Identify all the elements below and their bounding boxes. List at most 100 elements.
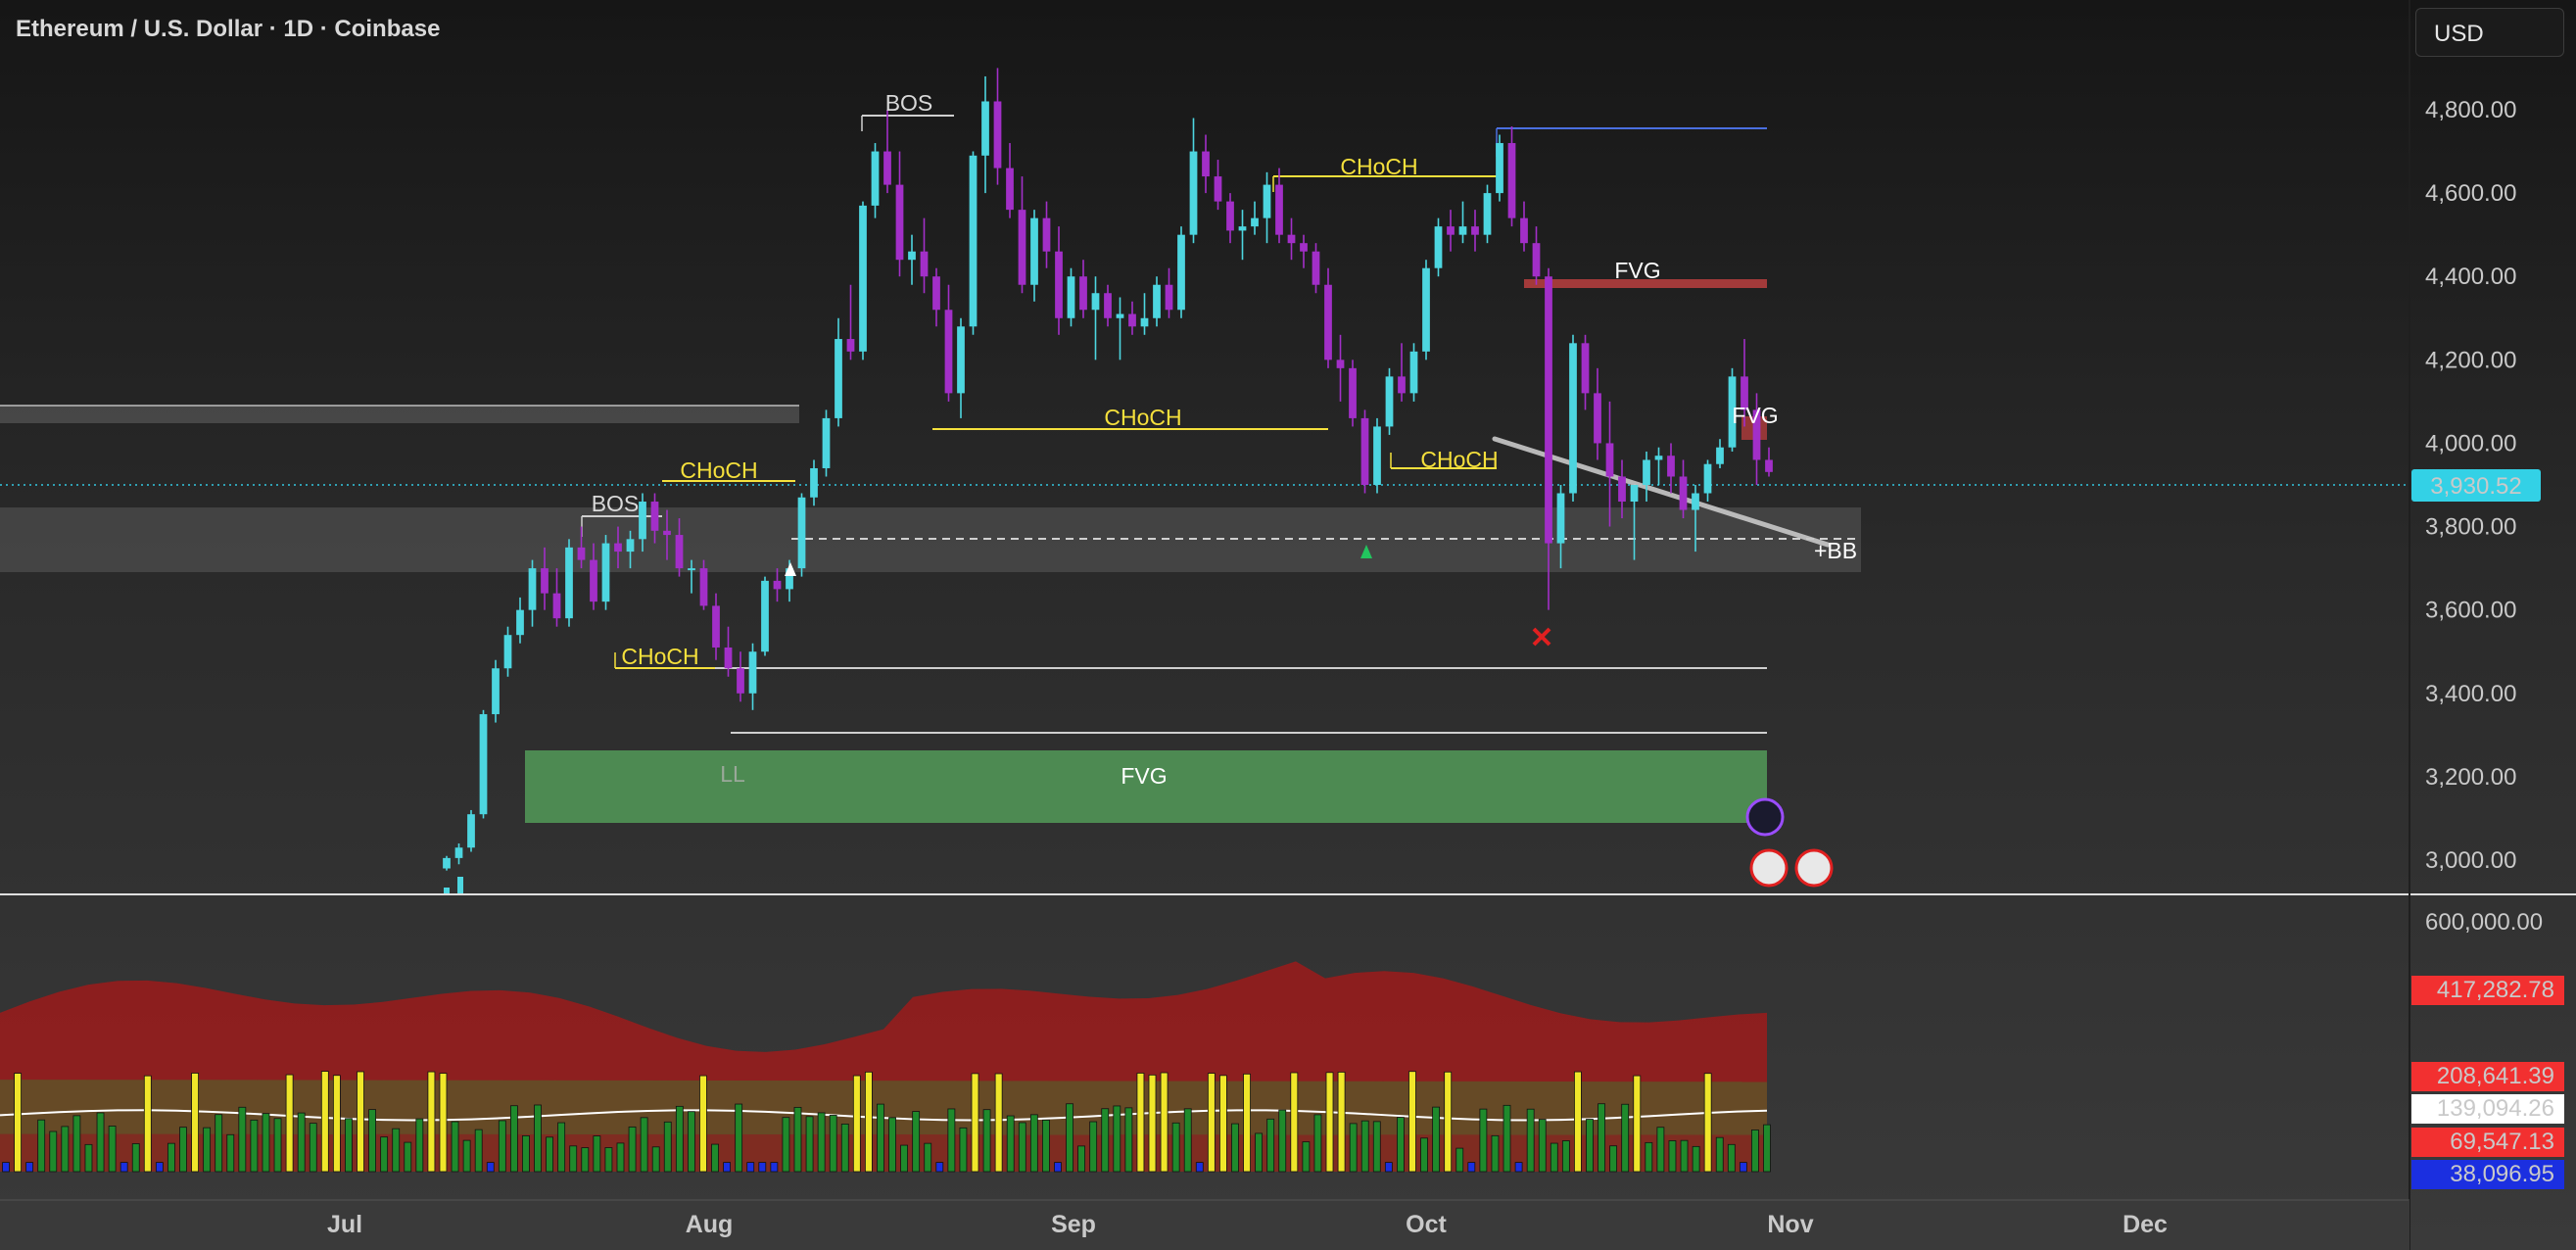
candle-body <box>1556 493 1565 544</box>
candle <box>492 659 500 723</box>
candle <box>1654 447 1663 485</box>
volume-bar <box>1621 1103 1630 1173</box>
candle-body <box>1447 226 1455 235</box>
volume-bar <box>1514 1162 1523 1173</box>
candle <box>859 201 867 361</box>
candle <box>614 526 622 569</box>
candle-body <box>444 888 450 893</box>
candle <box>920 217 929 294</box>
candle-body <box>1716 447 1724 464</box>
volume-bar <box>14 1073 22 1173</box>
candle <box>565 539 573 627</box>
volume-bar <box>746 1162 755 1173</box>
candle <box>675 518 684 577</box>
candle-body <box>748 651 757 694</box>
candle <box>895 151 904 277</box>
volume-bar <box>1727 1143 1736 1173</box>
candle <box>503 626 512 677</box>
candle-body <box>883 151 891 185</box>
volume-bar <box>687 1111 695 1173</box>
volume-bar <box>167 1142 175 1173</box>
candle-body <box>1189 151 1198 235</box>
volume-bar <box>1467 1162 1476 1173</box>
volume-bar <box>392 1128 401 1173</box>
candle <box>1471 210 1479 252</box>
volume-bar <box>888 1117 896 1173</box>
candle <box>1434 217 1443 277</box>
candle-body <box>1287 234 1296 244</box>
time-axis-tick: Nov <box>1767 1211 1813 1238</box>
sell-signal-marker <box>1532 627 1551 647</box>
volume-bar <box>1692 1145 1700 1173</box>
volume-bar <box>1633 1075 1642 1173</box>
volume-bar <box>262 1113 270 1173</box>
volume-bar <box>1290 1072 1299 1173</box>
candle <box>957 317 965 418</box>
candle-body <box>590 559 597 602</box>
candle <box>1128 301 1136 335</box>
candle <box>1679 459 1688 519</box>
candle-body <box>1091 293 1100 311</box>
currency-button[interactable]: USD <box>2415 8 2564 57</box>
time-axis-tick: Jul <box>327 1211 362 1238</box>
candle <box>467 809 475 852</box>
volume-bar <box>72 1115 81 1173</box>
candle-body <box>454 847 463 858</box>
candle-body <box>1434 226 1443 268</box>
candle-body <box>908 251 916 261</box>
volume-bar <box>522 1134 530 1173</box>
volume-bar <box>1054 1162 1062 1173</box>
volume-bar <box>1550 1142 1558 1173</box>
candle <box>1238 210 1247 261</box>
candle <box>1079 260 1087 318</box>
volume-bar <box>1029 1114 1038 1173</box>
volume-bar <box>309 1123 317 1173</box>
candle-body <box>1312 251 1320 285</box>
volume-bar <box>1739 1162 1747 1173</box>
volume-bar <box>215 1114 223 1173</box>
volume-bar <box>994 1073 1003 1173</box>
candle-body <box>1520 217 1528 244</box>
candle-body <box>1202 151 1210 177</box>
volume-bar <box>1420 1137 1428 1173</box>
candle <box>601 535 610 610</box>
candle <box>1703 459 1712 503</box>
candle-body <box>761 580 769 652</box>
candle-body <box>981 101 989 156</box>
candle-body <box>1496 143 1503 194</box>
candle-body <box>1422 267 1430 352</box>
volume-bar <box>119 1162 128 1173</box>
volume-bar <box>912 1111 921 1173</box>
candle <box>1018 176 1026 294</box>
candle <box>1385 367 1394 435</box>
candle-body <box>1238 226 1247 231</box>
volume-bar <box>1444 1071 1453 1173</box>
candle <box>1275 168 1283 244</box>
candle-body <box>1667 456 1675 477</box>
volume-bar <box>1207 1073 1216 1173</box>
candle-body <box>1581 343 1590 394</box>
candle-body <box>871 151 880 206</box>
volume-bar <box>1526 1108 1535 1173</box>
candle <box>639 493 646 553</box>
candle-body <box>1618 476 1626 503</box>
candle-body <box>541 568 549 594</box>
candle <box>1153 276 1161 327</box>
volume-bar <box>474 1129 483 1173</box>
volume-bar <box>1018 1122 1026 1173</box>
volume-bar <box>451 1121 459 1173</box>
volume-bar <box>1006 1115 1015 1173</box>
volume-bar <box>1101 1108 1110 1173</box>
candle-body <box>797 497 806 569</box>
candle <box>528 559 537 627</box>
candle-body <box>786 568 793 590</box>
price-axis-tick: 4,200.00 <box>2425 347 2516 373</box>
volume-bar <box>1715 1136 1724 1173</box>
candle <box>1752 393 1761 485</box>
candle <box>663 509 671 560</box>
candle <box>1728 367 1737 452</box>
candle <box>650 493 659 544</box>
volume-bar <box>1148 1074 1157 1173</box>
candle <box>1104 284 1112 327</box>
